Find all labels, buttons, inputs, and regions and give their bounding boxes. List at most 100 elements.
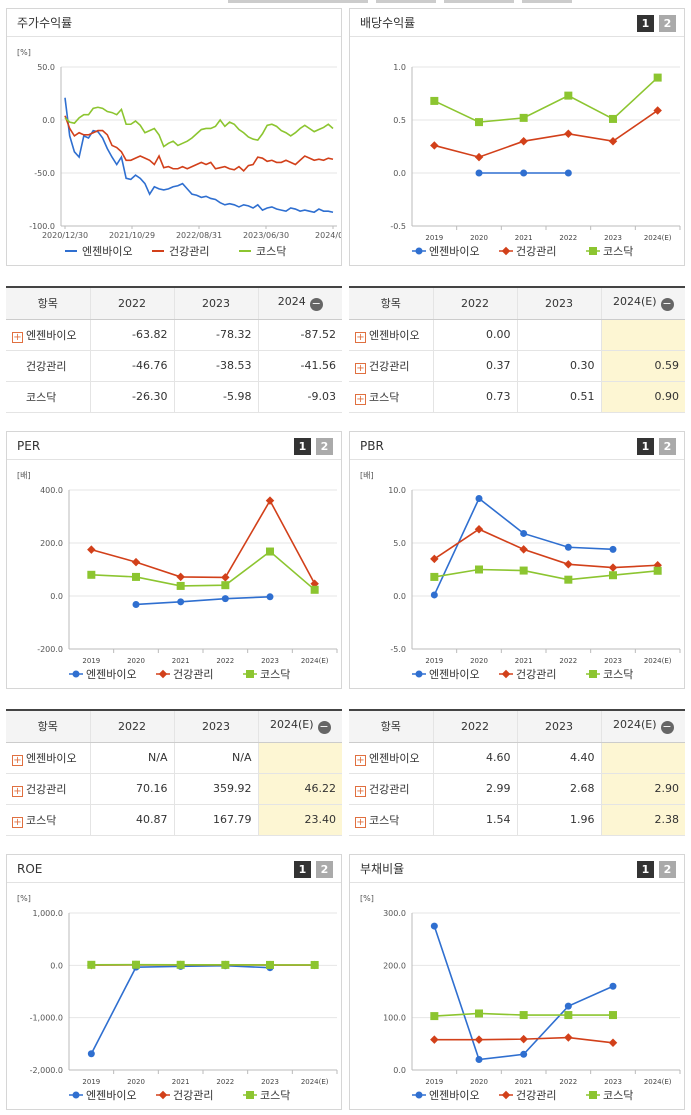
y-tick-label: 0.0: [42, 116, 55, 125]
table-cell: 2.90: [600, 773, 685, 805]
row-label[interactable]: + 코스닥: [349, 804, 433, 836]
table-cell: -46.76: [89, 350, 174, 382]
row-label[interactable]: + 건강관리: [6, 773, 90, 805]
row-label: 코스닥: [6, 381, 90, 413]
top-tab-stub: [444, 0, 514, 3]
legend-label: 엔젠바이오: [429, 245, 480, 258]
expand-plus-icon[interactable]: +: [355, 785, 366, 797]
panel-title: PER: [7, 432, 341, 460]
row-label[interactable]: + 엔젠바이오: [6, 742, 90, 774]
row-label[interactable]: + 코스닥: [6, 804, 90, 836]
unit-label: [%]: [17, 48, 31, 57]
row-label[interactable]: + 코스닥: [349, 381, 433, 413]
y-tick-label: 0.0: [50, 592, 63, 601]
page-2-button[interactable]: 2: [659, 861, 676, 878]
data-point: [519, 545, 528, 554]
page-2-button[interactable]: 2: [316, 438, 333, 455]
expand-plus-icon[interactable]: +: [355, 393, 366, 405]
data-point: [87, 1050, 95, 1058]
page-2-button[interactable]: 2: [659, 15, 676, 32]
page-1-button[interactable]: 1: [294, 861, 311, 878]
table-cell: 2.99: [432, 773, 517, 805]
series-line: [64, 97, 334, 214]
table-cell: N/A: [89, 742, 174, 774]
top-tab-stub: [228, 0, 368, 3]
page-1-button[interactable]: 1: [637, 15, 654, 32]
x-tick-label: 2020: [470, 234, 488, 242]
legend-label: 코스닥: [603, 668, 633, 681]
table-cell: 40.87: [89, 804, 174, 836]
collapse-minus-icon[interactable]: −: [660, 297, 674, 312]
table-row: + 엔젠바이오 4.60 4.40: [349, 742, 685, 774]
y-tick-label: -0.5: [390, 222, 406, 231]
page-1-button[interactable]: 1: [294, 438, 311, 455]
legend-label: 건강관리: [516, 1089, 556, 1102]
table-cell: 1.96: [516, 804, 601, 836]
page-1-button[interactable]: 1: [637, 861, 654, 878]
table-cell: 4.60: [432, 742, 517, 774]
x-tick-label: 2022/08/31: [176, 231, 222, 240]
data-point: [564, 543, 572, 551]
row-label[interactable]: + 엔젠바이오: [349, 742, 433, 774]
row-label[interactable]: + 엔젠바이오: [349, 319, 433, 351]
data-point: [430, 1035, 439, 1044]
row-label[interactable]: + 건강관리: [349, 773, 433, 805]
table-header-year: 2023: [516, 709, 601, 743]
legend-label: 엔젠바이오: [429, 1089, 480, 1102]
table-cell: 4.40: [516, 742, 601, 774]
table-cell: 46.22: [257, 773, 342, 805]
page-2-button[interactable]: 2: [316, 861, 333, 878]
expand-plus-icon[interactable]: +: [12, 754, 23, 766]
expand-plus-icon[interactable]: +: [355, 816, 366, 828]
expand-plus-icon[interactable]: +: [355, 754, 366, 766]
y-tick-label: -1,000.0: [30, 1014, 63, 1023]
y-tick-label: 400.0: [40, 486, 63, 495]
y-tick-label: 0.0: [50, 961, 63, 970]
collapse-minus-icon[interactable]: −: [317, 720, 331, 735]
table-row: + 코스닥 0.73 0.51 0.90: [349, 381, 685, 413]
y-tick-label: 0.0: [393, 169, 406, 178]
data-point: [564, 91, 573, 100]
data-point: [653, 566, 662, 575]
data-point: [430, 96, 439, 105]
x-tick-label: 2019: [425, 657, 443, 665]
series-line: [90, 964, 271, 1055]
expand-plus-icon[interactable]: +: [355, 331, 366, 343]
expand-plus-icon[interactable]: +: [12, 785, 23, 797]
data-point: [132, 960, 140, 969]
data-point: [609, 1011, 617, 1020]
data-point: [475, 565, 483, 574]
x-tick-label: 2019: [82, 1078, 100, 1086]
expand-plus-icon[interactable]: +: [355, 362, 366, 374]
legend-label: 코스닥: [256, 245, 286, 258]
page-2-button[interactable]: 2: [659, 438, 676, 455]
data-point: [589, 1091, 597, 1099]
row-label[interactable]: + 건강관리: [349, 350, 433, 382]
collapse-minus-icon[interactable]: −: [660, 720, 674, 735]
legend-label: 코스닥: [260, 668, 290, 681]
table-header-item: 항목: [6, 286, 90, 320]
table-header-year: 2023: [173, 286, 258, 320]
data-point: [72, 1091, 80, 1099]
per-table: 항목 2022 2023 2024(E) − + 엔젠바이오 N/A N/A + 건강관리 70.16…: [6, 709, 342, 836]
data-point: [246, 670, 254, 678]
table-cell: 0.73: [432, 381, 517, 413]
expand-plus-icon[interactable]: +: [12, 331, 23, 343]
data-point: [415, 247, 423, 255]
table-row: + 건강관리 70.16 359.92 46.22: [6, 773, 342, 805]
x-tick-label: 2021: [172, 1078, 190, 1086]
collapse-minus-icon[interactable]: −: [309, 297, 323, 312]
row-label[interactable]: + 엔젠바이오: [6, 319, 90, 351]
table-cell: -26.30: [89, 381, 174, 413]
x-tick-label: 2021: [515, 657, 533, 665]
page-1-button[interactable]: 1: [637, 438, 654, 455]
data-point: [520, 169, 528, 177]
expand-plus-icon[interactable]: +: [12, 816, 23, 828]
data-point: [221, 595, 229, 603]
data-point: [564, 575, 573, 584]
x-tick-label: 2023: [261, 657, 279, 665]
x-tick-label: 2022: [559, 657, 577, 665]
table-cell: -63.82: [89, 319, 174, 351]
